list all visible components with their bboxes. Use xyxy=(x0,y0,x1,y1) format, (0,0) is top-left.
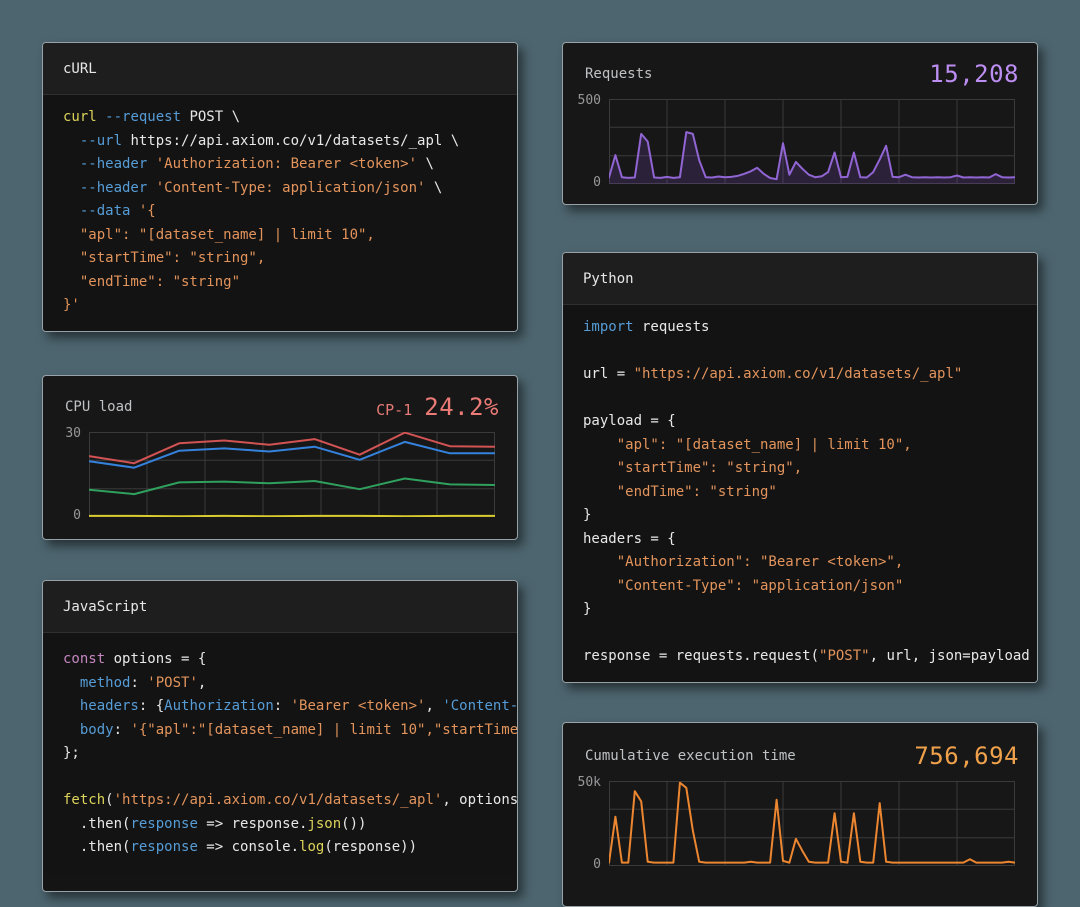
cpu-load-value: 24.2% xyxy=(424,393,499,421)
requests-chart-row: 500 0 xyxy=(575,94,1019,189)
requests-chart xyxy=(609,99,1015,184)
curl-card: cURL curl --request POST \ --url https:/… xyxy=(42,42,518,332)
python-card-header: Python xyxy=(563,253,1037,305)
cpu-load-title: CPU load xyxy=(65,399,133,415)
requests-ytick-min: 0 xyxy=(593,175,601,190)
cumulative-execution-chart xyxy=(609,781,1015,866)
requests-plot xyxy=(609,99,1015,184)
curl-card-title: cURL xyxy=(63,60,97,77)
cpu-load-chart xyxy=(89,432,495,517)
cumulative-ytick-min: 0 xyxy=(593,857,601,872)
cumulative-execution-card: Cumulative execution time 756,694 50k 0 xyxy=(562,722,1038,907)
python-card: Python import requests url = "https://ap… xyxy=(562,252,1038,683)
cpu-load-y-axis: 30 0 xyxy=(55,427,89,522)
page: { "page": { "background": "#4d656f" }, "… xyxy=(42,42,1038,907)
javascript-card: JavaScript const options = { method: 'PO… xyxy=(42,580,518,892)
requests-value: 15,208 xyxy=(929,60,1019,88)
curl-code-block: curl --request POST \ --url https://api.… xyxy=(43,95,517,331)
python-code-block: import requests url = "https://api.axiom… xyxy=(563,305,1037,682)
python-card-title: Python xyxy=(583,270,634,287)
curl-card-header: cURL xyxy=(43,43,517,95)
cumulative-ytick-max: 50k xyxy=(577,775,601,790)
cumulative-plot xyxy=(609,781,1015,866)
cumulative-y-axis: 50k 0 xyxy=(575,776,609,871)
requests-ytick-max: 500 xyxy=(577,93,601,108)
cpu-load-plot xyxy=(89,432,495,517)
requests-title: Requests xyxy=(585,66,653,82)
requests-card: Requests 15,208 500 0 xyxy=(562,42,1038,205)
cumulative-title: Cumulative execution time xyxy=(585,748,796,764)
cumulative-header: Cumulative execution time 756,694 xyxy=(575,737,1019,775)
requests-header: Requests 15,208 xyxy=(575,55,1019,93)
javascript-card-header: JavaScript xyxy=(43,581,517,633)
javascript-card-title: JavaScript xyxy=(63,598,148,615)
cumulative-chart-row: 50k 0 xyxy=(575,776,1019,871)
cpu-load-ytick-min: 0 xyxy=(73,508,81,523)
cpu-load-value-group: CP-1 24.2% xyxy=(376,393,499,421)
cumulative-value: 756,694 xyxy=(914,742,1019,770)
cpu-load-card: CPU load CP-1 24.2% 30 0 xyxy=(42,375,518,540)
javascript-code-block: const options = { method: 'POST', header… xyxy=(43,633,517,874)
cpu-load-header: CPU load CP-1 24.2% xyxy=(55,388,499,426)
cpu-series-label: CP-1 xyxy=(376,401,413,419)
cpu-load-chart-row: 30 0 xyxy=(55,427,499,522)
cpu-load-ytick-max: 30 xyxy=(65,426,81,441)
requests-y-axis: 500 0 xyxy=(575,94,609,189)
